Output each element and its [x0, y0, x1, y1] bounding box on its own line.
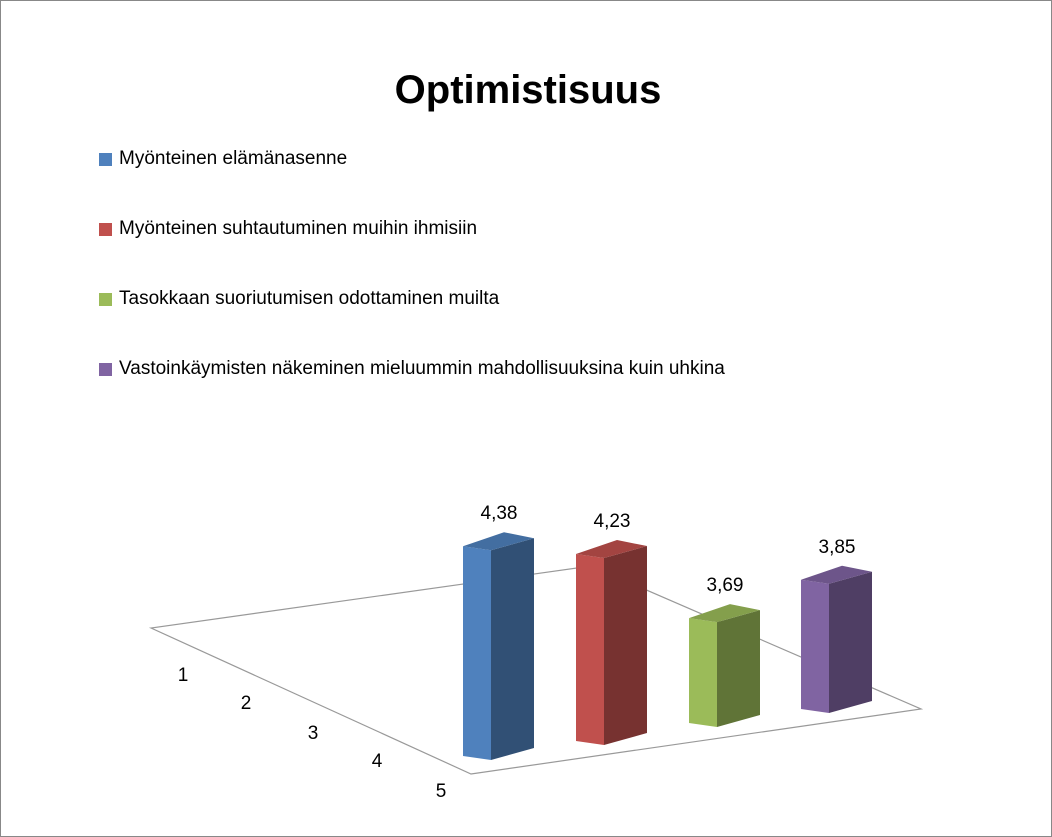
- chart-title: Optimistisuus: [395, 68, 662, 112]
- legend-label: Vastoinkäymisten näkeminen mieluummin ma…: [119, 358, 725, 379]
- bar: [463, 532, 534, 760]
- bar-top: [576, 540, 647, 559]
- bar: [801, 565, 872, 713]
- bar-top: [463, 532, 534, 551]
- bar-top: [689, 604, 760, 623]
- legend-item: Myönteinen suhtautuminen muihin ihmisiin: [99, 214, 839, 244]
- legend-label: Myönteinen elämänasenne: [119, 148, 348, 169]
- legend-item: Vastoinkäymisten näkeminen mieluummin ma…: [99, 354, 839, 384]
- bar-side: [717, 610, 760, 727]
- legend-label: Tasokkaan suoriutumisen odottaminen muil…: [119, 288, 500, 309]
- bar-side: [604, 546, 647, 745]
- floor: [148, 565, 924, 775]
- bar-front: [463, 546, 491, 760]
- axis-label: 5: [436, 781, 447, 802]
- bar-front: [576, 554, 604, 745]
- legend-item: Tasokkaan suoriutumisen odottaminen muil…: [99, 284, 839, 314]
- data-label: 3,69: [707, 575, 744, 596]
- bar-front: [801, 579, 829, 713]
- bar-side: [829, 571, 872, 713]
- bar: [576, 540, 647, 745]
- legend-item: Myönteinen elämänasenne: [99, 144, 839, 174]
- legend-swatch: [99, 363, 112, 376]
- bar-top: [801, 565, 872, 584]
- axis-label: 2: [241, 693, 252, 714]
- data-label: 4,23: [594, 511, 631, 532]
- axis-label: 3: [308, 723, 319, 744]
- bar-side: [491, 538, 534, 760]
- bar: [689, 604, 760, 727]
- legend-label: Myönteinen suhtautuminen muihin ihmisiin: [119, 218, 478, 239]
- data-label: 4,38: [481, 503, 518, 524]
- axis-label: 1: [178, 665, 189, 686]
- bar-front: [689, 618, 717, 727]
- legend-swatch: [99, 153, 112, 166]
- legend-swatch: [99, 293, 112, 306]
- axis-label: 4: [372, 751, 383, 772]
- legend-swatch: [99, 223, 112, 236]
- data-label: 3,85: [819, 537, 856, 558]
